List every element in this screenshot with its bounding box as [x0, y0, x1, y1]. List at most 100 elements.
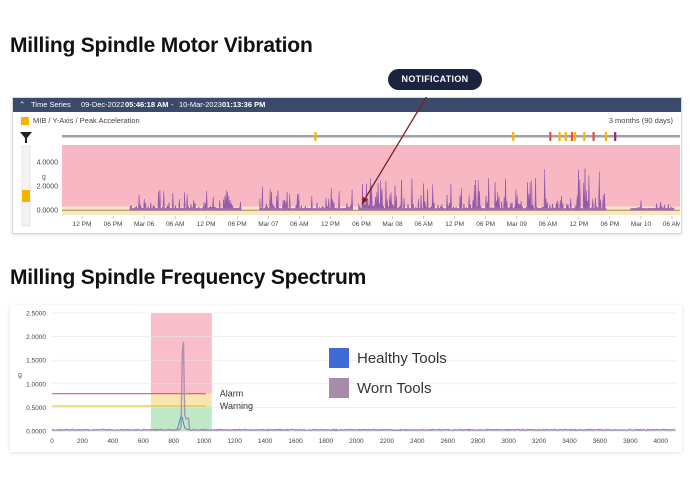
x-tick-label: 3000: [501, 438, 516, 445]
x-axis: 12 PM 06 PM Mar 06 06 AM 12 PM 06 PM Mar 07 06 …: [73, 216, 680, 228]
spectrum-heading: Milling Spindle Frequency Spectrum: [10, 266, 367, 289]
x-tick-label: 12 PM: [197, 221, 216, 228]
x-tick-label: 600: [138, 438, 149, 445]
alarm-zone: [62, 145, 680, 207]
x-tick-label: 2400: [410, 438, 425, 445]
x-tick-label: 3800: [623, 438, 638, 445]
event-marker: [570, 132, 574, 141]
vibration-series: [62, 168, 680, 211]
y-axis: 2.5000 2.0000 1.5000 1.0000 0.5000 0.0000: [26, 311, 46, 436]
y-axis-label: g: [18, 372, 22, 379]
x-tick-label: 06 PM: [352, 221, 371, 228]
x-tick-label: 12 PM: [73, 221, 92, 228]
x-tick-label: 1400: [258, 438, 273, 445]
series-segment: [129, 189, 242, 211]
x-axis: 0 200 400 600 800 1000 1200 1400 1600 1800 2000 220…: [50, 430, 676, 445]
event-marker: [583, 132, 586, 141]
filter-icon[interactable]: [20, 132, 32, 143]
notification-badge[interactable]: NOTIFICATION: [388, 69, 482, 90]
x-tick-label: 3600: [593, 438, 608, 445]
x-tick-label: 06 PM: [476, 221, 495, 228]
grid: [52, 312, 676, 432]
y-tick-label: 1.5000: [26, 358, 46, 365]
spectrum-series: [51, 341, 676, 432]
series-legend-swatch: [21, 117, 29, 125]
y-tick-label: 2.0000: [37, 184, 59, 191]
event-marker: [573, 132, 577, 141]
x-tick-label: 06 PM: [228, 221, 247, 228]
x-tick-label: 3400: [562, 438, 577, 445]
x-tick-label: Mar 06: [134, 221, 155, 228]
x-tick-label: 06 PM: [600, 221, 619, 228]
worn-legend-label: Worn Tools: [357, 380, 432, 397]
vibration-heading: Milling Spindle Motor Vibration: [10, 34, 313, 57]
alarm-label: Alarm: [220, 389, 244, 399]
filter-controls: [20, 132, 32, 227]
x-tick-label: Mar 09: [507, 221, 528, 228]
time-series-label: Time Series: [31, 100, 71, 109]
healthy-legend-swatch: [329, 348, 349, 368]
event-marker: [604, 132, 608, 141]
warning-zone: [62, 206, 680, 215]
x-tick-label: Mar 08: [382, 221, 403, 228]
event-marker: [314, 132, 317, 141]
time-series-bar: ⌃ Time Series 09-Dec-2022 05:46:18 AM - …: [13, 98, 681, 112]
x-tick-label: 1200: [227, 438, 242, 445]
x-tick-label: 0: [50, 438, 54, 445]
zoom-track[interactable]: [21, 145, 31, 227]
x-tick-label: 06 AM: [290, 221, 308, 228]
x-tick-label: 1000: [197, 438, 212, 445]
y-axis: 4.0000 2.0000 0.0000: [37, 159, 59, 214]
x-tick-label: 3200: [532, 438, 547, 445]
healthy-legend-label: Healthy Tools: [357, 350, 447, 367]
x-tick-label: 200: [77, 438, 88, 445]
x-tick-label: 2600: [440, 438, 455, 445]
range-start-time: 05:46:18 AM: [125, 100, 169, 109]
notification-arrowhead: [361, 196, 368, 205]
event-marker: [614, 132, 617, 141]
series-segment: [259, 186, 353, 211]
series-segment: [630, 200, 675, 211]
range-end-date: 10-Mar-2023: [179, 100, 222, 109]
x-tick-label: 12 PM: [321, 221, 340, 228]
series-segment: [531, 168, 607, 211]
range-separator: -: [171, 100, 174, 109]
x-tick-label: 2200: [380, 438, 395, 445]
x-tick-label: Mar 07: [258, 221, 279, 228]
x-tick-label: 1800: [319, 438, 334, 445]
x-tick-label: 06 AM: [539, 221, 557, 228]
y-tick-label: 0.0000: [26, 429, 46, 436]
x-tick-label: 2800: [471, 438, 486, 445]
x-tick-label: 06 PM: [104, 221, 123, 228]
x-tick-label: 800: [168, 438, 179, 445]
x-tick-label: 12 PM: [445, 221, 464, 228]
y-tick-label: 2.5000: [26, 311, 46, 318]
warning-label: Warning: [220, 401, 253, 411]
x-tick-label: 06 AM: [166, 221, 184, 228]
event-marker: [549, 132, 552, 141]
y-tick-label: 4.0000: [37, 159, 59, 166]
range-start-date: 09-Dec-2022: [81, 100, 125, 109]
x-tick-label: 06 AM: [663, 221, 680, 228]
threshold-lines: Alarm Warning: [52, 389, 253, 411]
spectrum-chart: 2.5000 2.0000 1.5000 1.0000 0.5000 0.0000 g A…: [18, 311, 676, 445]
range-end-time: 01:13:36 PM: [222, 100, 266, 109]
event-marker: [564, 132, 567, 141]
duration-label: 3 months (90 days): [608, 116, 673, 125]
event-timeline: [62, 135, 680, 138]
collapse-chevron-icon[interactable]: ⌃: [19, 100, 26, 109]
zoom-handle[interactable]: [22, 190, 30, 202]
event-marker: [512, 132, 515, 141]
series-line-healthy: [51, 414, 676, 432]
x-tick-label: 4000: [654, 438, 669, 445]
y-axis-label: g: [42, 174, 46, 181]
vibration-chart: 4.0000 2.0000 0.0000 g 12 PM 06 PM Mar 06 06 …: [37, 97, 680, 228]
sensor-label: MIB / Y-Axis / Peak Acceleration: [33, 116, 140, 125]
x-tick-label: 12 PM: [569, 221, 588, 228]
event-marker: [592, 132, 595, 141]
series-segment: [358, 178, 533, 211]
x-tick-label: 2000: [349, 438, 364, 445]
y-tick-label: 0.5000: [26, 405, 46, 412]
y-tick-label: 2.0000: [26, 334, 46, 341]
y-tick-label: 0.0000: [37, 208, 59, 215]
